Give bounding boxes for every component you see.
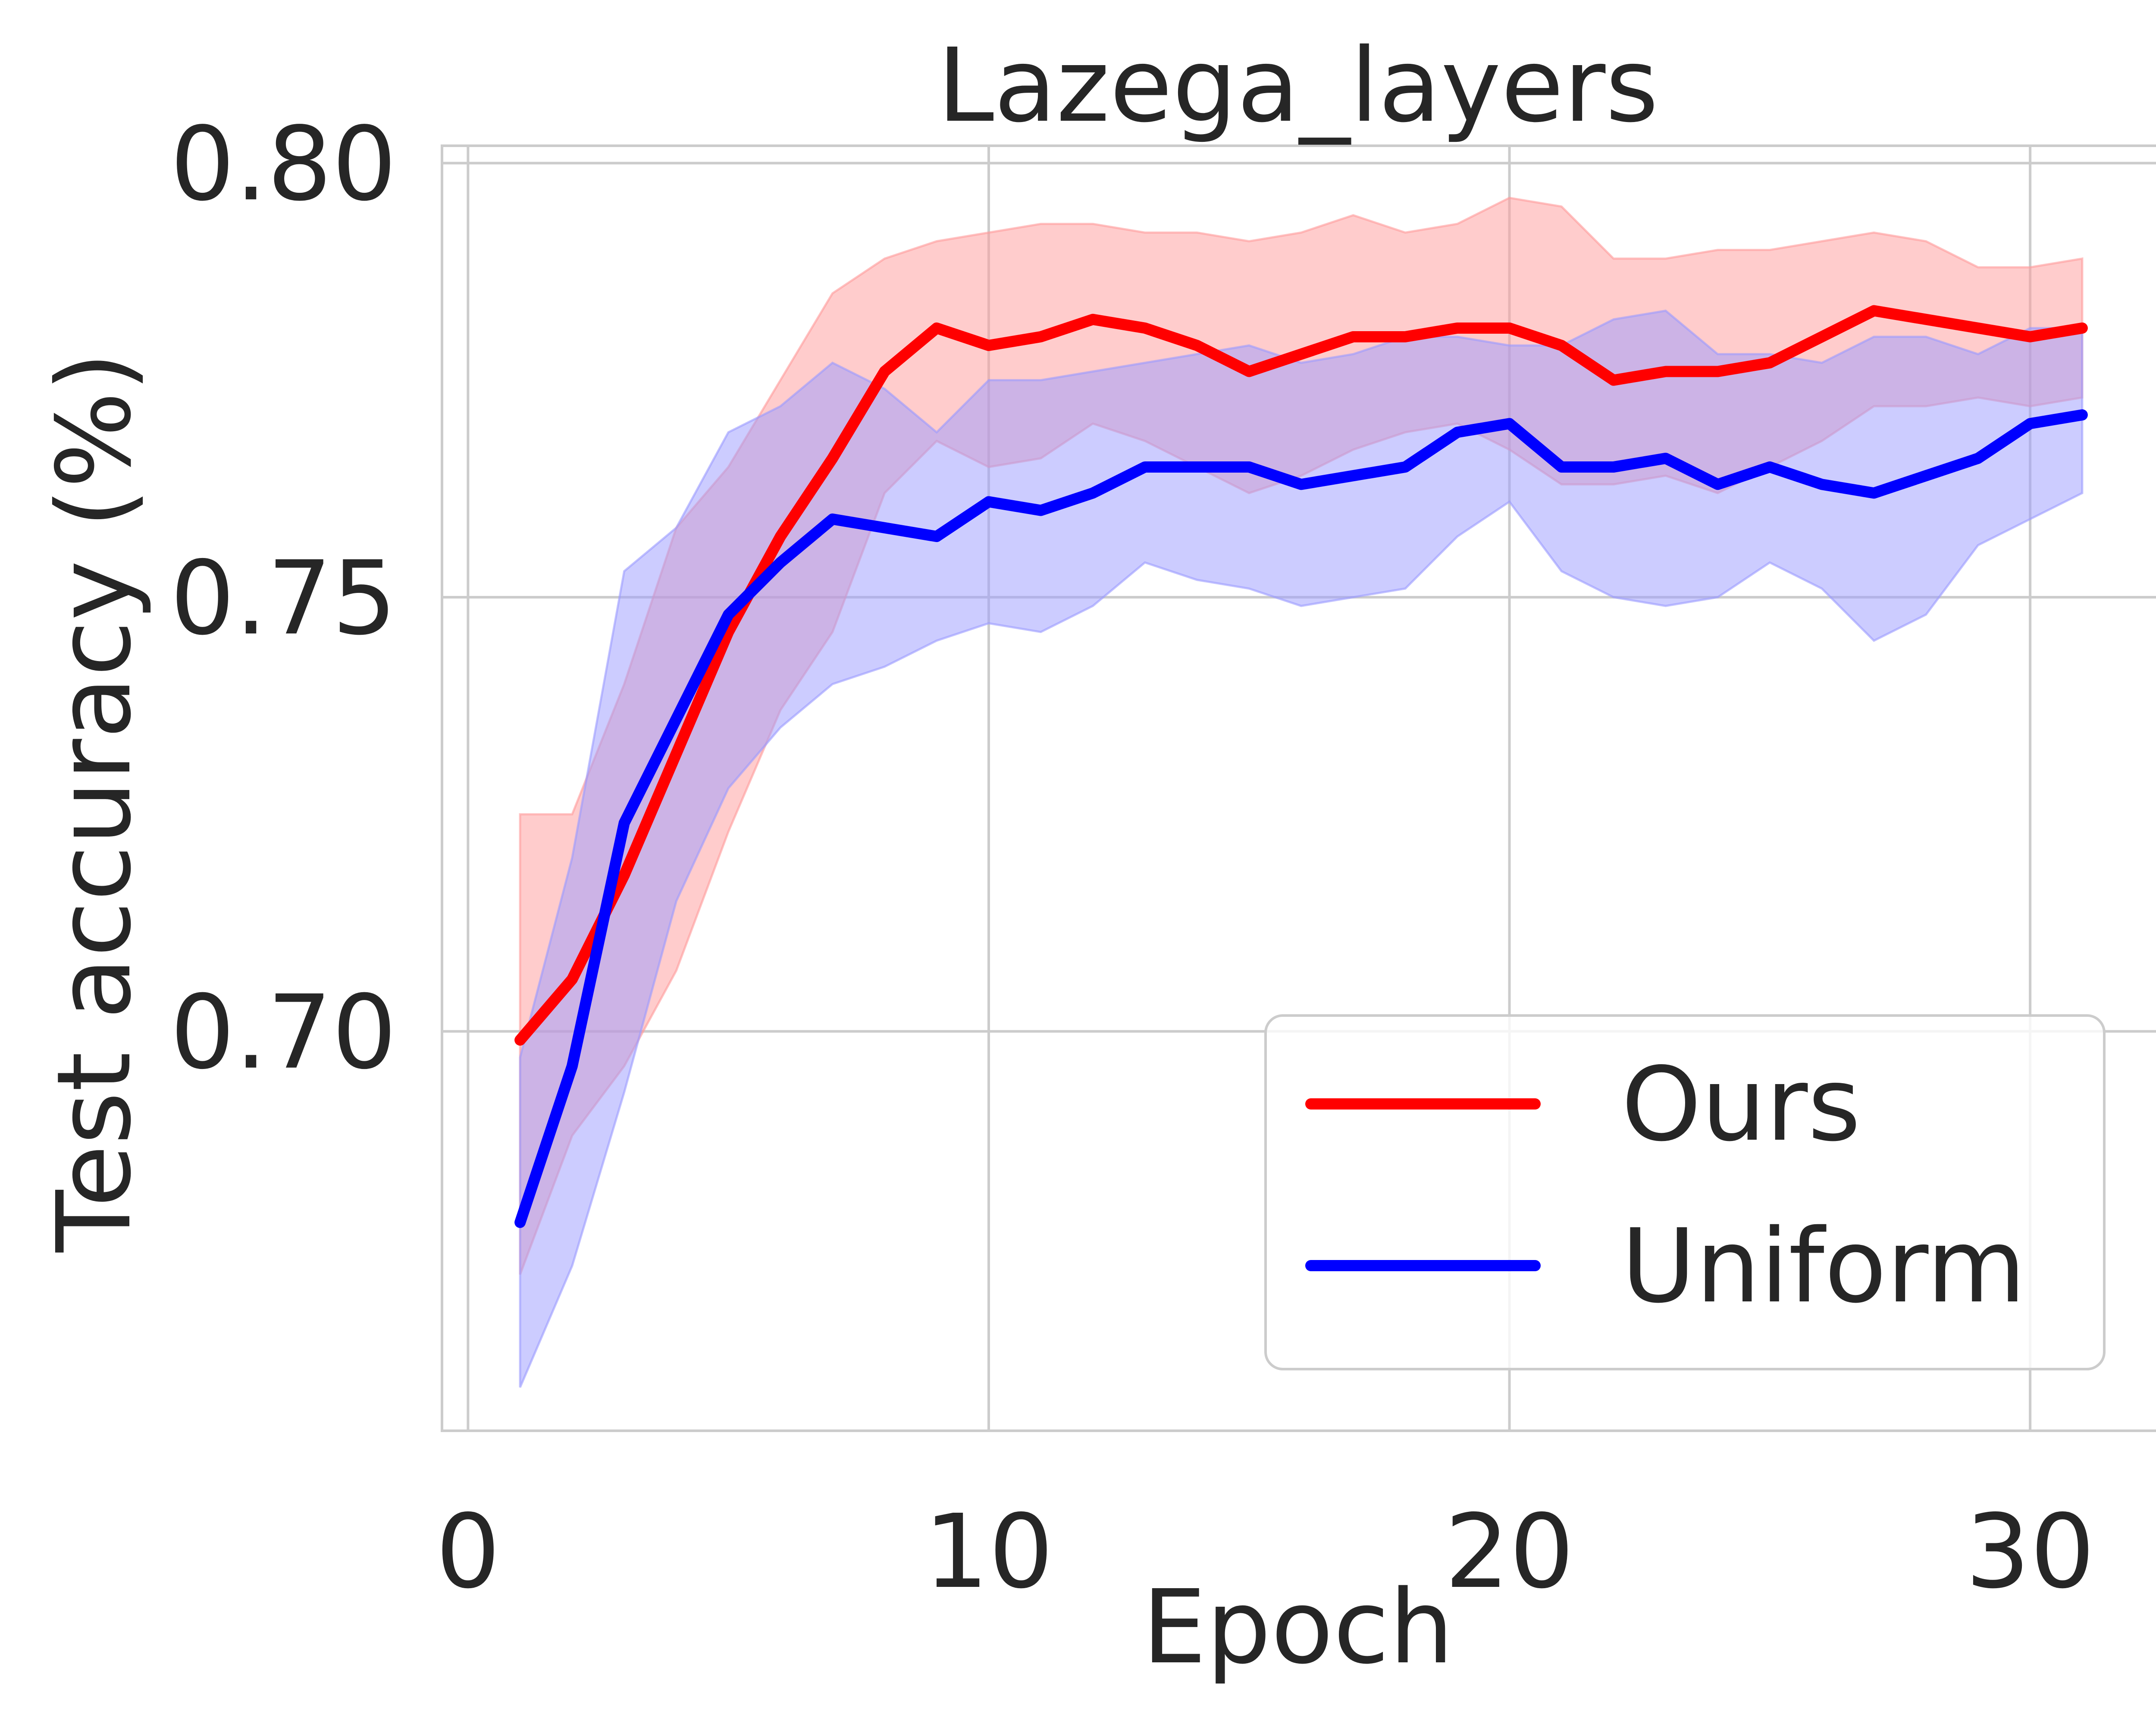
y-tick-labels: 0.70 0.75 0.80 — [170, 105, 397, 1092]
chart-title: Lazega_layers — [937, 26, 1659, 145]
x-axis-label: Epoch — [1142, 1568, 1454, 1686]
legend: Ours Uniform — [1264, 1014, 2106, 1370]
y-tick-label: 0.80 — [170, 105, 397, 223]
x-tick-label: 30 — [1965, 1492, 2095, 1611]
series-line-uniform — [514, 409, 2088, 1228]
x-tick-labels: 0 10 20 30 — [436, 1492, 2095, 1611]
y-tick-label: 0.75 — [170, 539, 397, 658]
plot-frame — [441, 144, 2156, 1432]
legend-label-ours: Ours — [1621, 1045, 1861, 1164]
line-layer — [514, 305, 2088, 1228]
band-uniform — [519, 309, 2084, 1388]
x-tick-label: 10 — [924, 1492, 1053, 1611]
x-tick-label: 20 — [1445, 1492, 1574, 1611]
y-axis-label: Test accuracy (%) — [35, 352, 154, 1253]
legend-label-uniform: Uniform — [1621, 1207, 2026, 1326]
x-tick-label: 0 — [436, 1492, 500, 1611]
series-line-ours — [514, 305, 2088, 1046]
y-tick-label: 0.70 — [170, 973, 397, 1092]
